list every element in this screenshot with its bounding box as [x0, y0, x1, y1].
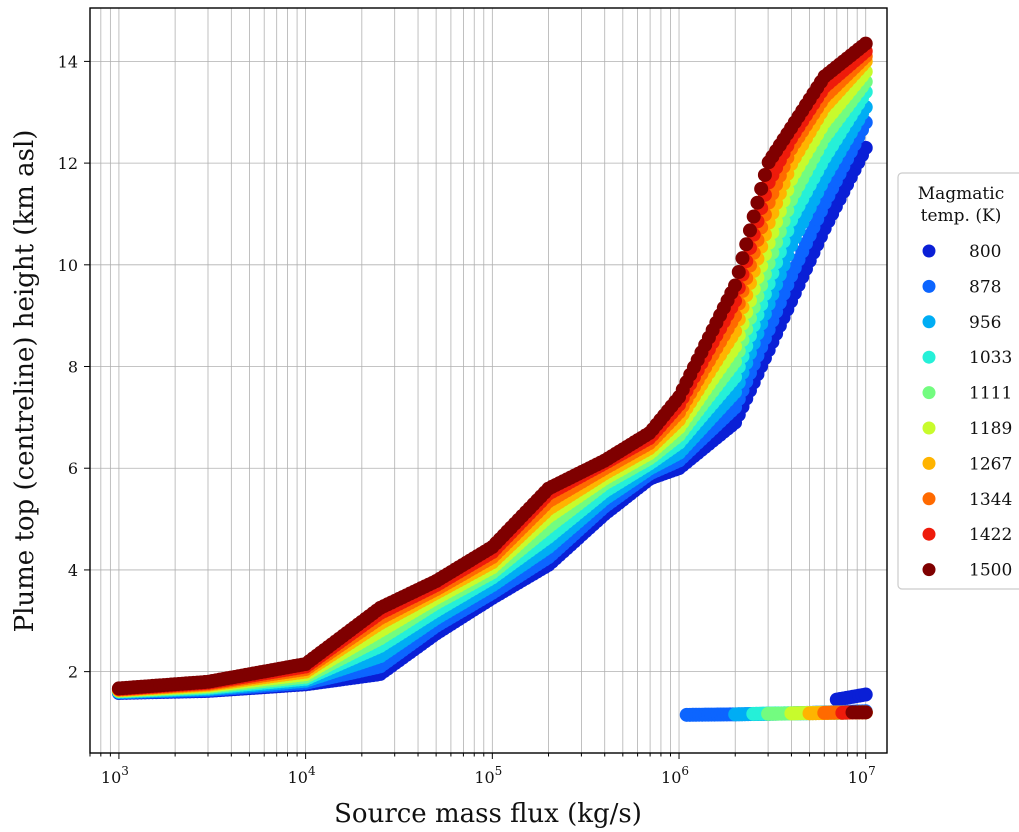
- legend-title-line1: Magmatic: [918, 184, 1004, 204]
- legend-marker: [922, 527, 936, 541]
- legend-label: 800: [969, 242, 1001, 262]
- y-axis-title: Plume top (centreline) height (km asl): [10, 130, 40, 633]
- legend-item: 1344: [922, 490, 1012, 510]
- data-point: [735, 251, 750, 266]
- x-tick-label: 107: [848, 764, 876, 787]
- low-branch-point: [858, 705, 873, 720]
- legend-item: 1189: [922, 419, 1012, 439]
- legend-item: 1033: [922, 348, 1012, 368]
- data-point: [739, 237, 754, 252]
- x-tick-label: 106: [661, 764, 689, 787]
- x-tick-label: 105: [474, 764, 502, 787]
- legend-marker: [922, 315, 936, 329]
- x-tick-label: 104: [288, 764, 316, 787]
- legend-items: 800 878 956 1033 1111 1189 1267 1344 1422 1500: [922, 242, 1012, 581]
- low-branch-point: [858, 687, 873, 702]
- y-tick-label: 14: [58, 52, 78, 71]
- legend: Magmatic temp. (K) 800 878 956 1033 1111 1189…: [897, 172, 1019, 590]
- legend-label: 1500: [969, 561, 1012, 581]
- legend-box: [897, 172, 1019, 590]
- data-point: [750, 195, 765, 210]
- legend-item: 1267: [922, 454, 1012, 474]
- plot-frame: [89, 7, 888, 754]
- legend-label: 956: [969, 313, 1001, 333]
- data-point: [858, 36, 873, 51]
- axis-ticks: 2 4 6 8 10 12 14 103 104 105 106 107: [58, 52, 876, 787]
- legend-label: 1111: [969, 384, 1012, 404]
- data-point: [757, 167, 772, 182]
- legend-item: 878: [922, 277, 1001, 297]
- legend-marker: [922, 492, 936, 506]
- data-point: [746, 209, 761, 224]
- legend-label: 1267: [969, 454, 1012, 474]
- legend-marker: [922, 244, 936, 258]
- legend-item: 1111: [922, 384, 1012, 404]
- x-tick-label: 103: [101, 764, 129, 787]
- legend-label: 1344: [969, 490, 1012, 510]
- legend-item: 1500: [922, 561, 1012, 581]
- legend-marker: [922, 563, 936, 577]
- legend-label: 1189: [969, 419, 1012, 439]
- y-tick-label: 4: [68, 561, 78, 580]
- legend-item: 956: [922, 313, 1001, 333]
- x-axis-title: Source mass flux (kg/s): [334, 799, 642, 829]
- data-point: [742, 223, 757, 238]
- legend-marker: [922, 421, 936, 435]
- series-1500: [111, 36, 873, 720]
- data-point: [754, 181, 769, 196]
- legend-marker: [922, 456, 936, 470]
- legend-label: 878: [969, 277, 1001, 297]
- data-point: [728, 278, 743, 293]
- scatter-marks: [111, 36, 873, 722]
- legend-title-line2: temp. (K): [921, 206, 1002, 226]
- legend-marker: [922, 279, 936, 293]
- y-tick-label: 6: [68, 459, 78, 478]
- legend-marker: [922, 350, 936, 364]
- data-point: [731, 265, 746, 280]
- y-tick-label: 12: [58, 154, 78, 173]
- y-tick-label: 2: [68, 663, 78, 682]
- legend-label: 1033: [969, 348, 1012, 368]
- data-point: [858, 140, 873, 155]
- legend-item: 800: [922, 242, 1001, 262]
- y-tick-label: 8: [68, 358, 78, 377]
- y-tick-label: 10: [58, 256, 78, 275]
- legend-marker: [922, 386, 936, 400]
- legend-label: 1422: [969, 525, 1012, 545]
- legend-item: 1422: [922, 525, 1012, 545]
- grid: [89, 8, 887, 753]
